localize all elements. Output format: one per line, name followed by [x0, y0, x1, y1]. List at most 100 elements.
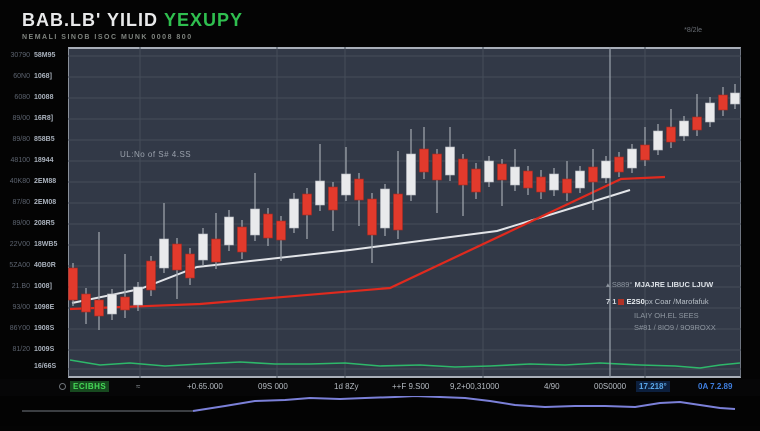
price-axis-label: 21.B0 1008] [11, 283, 52, 290]
page-subtitle: NEMALI SINOB ISOC MUNK 0008 800 [22, 34, 193, 41]
candle-up [575, 170, 585, 189]
status-item: 1d 8Zy [334, 382, 359, 391]
chart-plot-area[interactable] [68, 47, 741, 378]
candle-down [263, 213, 273, 239]
candle-up [627, 148, 637, 169]
sparkline-pane [0, 395, 760, 426]
candle-down [419, 148, 429, 173]
price-axis-label: 87/80 2EM08 [12, 199, 57, 206]
candle-down [302, 193, 312, 216]
price-axis-label: 89/00 16R8] [12, 115, 54, 122]
price-axis-label: 86Y00 1908S [9, 325, 55, 332]
candle-down [393, 193, 403, 231]
candle-up [315, 180, 325, 206]
candle-down [68, 267, 78, 301]
candle-up [510, 166, 520, 186]
sparkline-chart [22, 395, 736, 412]
legend-line-2: 7 1 E2S0px Coar /Marofafuk [606, 296, 709, 306]
candle-down [562, 178, 572, 194]
candle-up [250, 208, 260, 236]
candle-up [705, 102, 715, 123]
candle-up [484, 160, 494, 183]
candle-down [94, 299, 104, 317]
price-axis-label: 22V00 18WB5 [9, 241, 58, 248]
candle-down [328, 186, 338, 211]
status-item: +0.65.000 [187, 382, 223, 391]
candle-down [81, 293, 91, 313]
chart-legend: ▴ S889° MJAJRE LIBUC LJUW 7 1 E2S0px Coar… [606, 281, 738, 335]
candle-down [718, 94, 728, 111]
candle-down [458, 158, 468, 186]
candle-up [549, 173, 559, 191]
price-axis: 30790 58M95 60N0 1068] 6080 10088 89/00 16R8] 89… [0, 0, 68, 426]
candle-down [276, 220, 286, 241]
status-item: 09S 000 [258, 382, 288, 391]
sparkline-purple-line [192, 395, 736, 412]
legend-line-3: ILAIY OH.EL SEES [634, 311, 699, 320]
status-item: 4/90 [544, 382, 560, 391]
candle-down [640, 144, 650, 161]
candle-down [172, 243, 182, 271]
price-axis-label: 60N0 1068] [13, 73, 52, 80]
price-axis-label: 6080 10088 [14, 94, 54, 101]
page-title: BAB.LB' YILID YEXUPY [22, 10, 243, 31]
candle-down [523, 170, 533, 189]
candle-down [692, 116, 702, 131]
candle-up [159, 238, 169, 269]
candle-up [341, 173, 351, 196]
price-axis-label: 93/00 1098E [12, 304, 55, 311]
candle-up [679, 120, 689, 137]
candle-up [601, 160, 611, 179]
candle-up [198, 233, 208, 261]
title-accent: YEXUPY [163, 10, 243, 30]
price-axis-label: 40K80 2EM88 [9, 178, 57, 185]
header-meta-text: *8/2le [684, 27, 702, 34]
price-axis-bottom-label: 16/66S [34, 363, 57, 370]
candle-down [471, 168, 481, 193]
refresh-icon[interactable] [59, 383, 66, 390]
candle-down [536, 176, 546, 193]
title-main: BAB.LB' YILID [22, 10, 158, 30]
candle-up [406, 153, 416, 196]
status-highlight-value[interactable]: 17.218° [636, 381, 670, 392]
price-axis-label: 30790 58M95 [10, 52, 56, 59]
candle-down [185, 253, 195, 279]
price-axis-label: 48100 18944 [10, 157, 54, 164]
candle-down [666, 126, 676, 143]
legend-red-square-icon [618, 298, 625, 305]
red-ma-line [69, 175, 666, 311]
candle-up [289, 198, 299, 229]
header: BAB.LB' YILID YEXUPY NEMALI SINOB ISOC MU… [22, 10, 243, 41]
candle-down [588, 166, 598, 183]
price-axis-label: 5ZA00 40B0R [9, 262, 56, 269]
status-item: 00S0000 [594, 382, 627, 391]
candle-up [107, 293, 117, 315]
price-axis-label: 89/80 858B5 [12, 136, 55, 143]
status-badge[interactable]: ECIBHS [70, 381, 110, 392]
green-indicator-line [69, 359, 741, 369]
candle-up [653, 130, 663, 151]
candle-down [432, 153, 442, 181]
candle-down [146, 260, 156, 291]
legend-line-4: S#81 / 8IO9 / 9O9ROXX [634, 322, 716, 332]
status-item: ++F 9.S00 [392, 382, 430, 391]
price-axis-label: 81/20 1009S [12, 346, 55, 353]
status-item: 9,2+00,31000 [450, 382, 500, 391]
candle-down [354, 178, 364, 201]
status-bar: ECIBHS ≈ +0.65.000 09S 000 1d 8Zy ++F 9.S00 9… [0, 379, 760, 396]
candle-up [224, 216, 234, 246]
chart-overlay-label: UL:No of S# 4.SS [120, 150, 192, 159]
candle-down [614, 156, 624, 173]
candle-up [380, 188, 390, 229]
candle-down [120, 296, 130, 311]
legend-marker-up: ▴ S889° [606, 280, 633, 289]
candle-up [445, 146, 455, 176]
status-right-value: 0A 7.2.89 [698, 382, 733, 391]
candle-up [133, 286, 143, 306]
legend-line-1: ▴ S889° MJAJRE LIBUC LJUW [606, 280, 714, 289]
candle-down [237, 226, 247, 253]
status-item: ≈ [136, 382, 141, 391]
candle-down [211, 238, 221, 263]
candle-down [367, 198, 377, 236]
